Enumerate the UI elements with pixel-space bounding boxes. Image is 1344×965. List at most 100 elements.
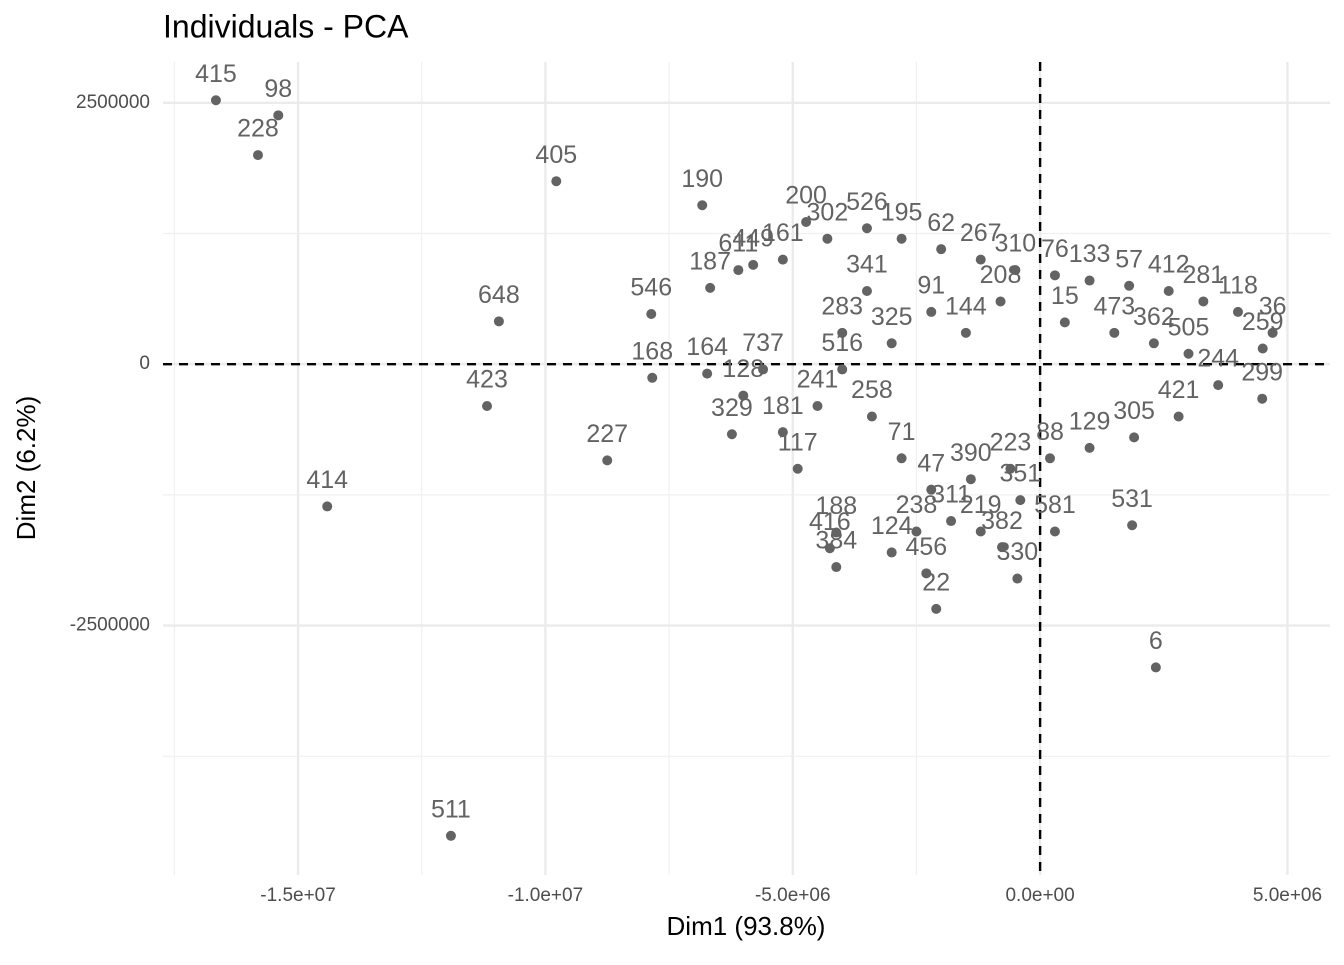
point <box>866 411 877 422</box>
point <box>837 364 848 375</box>
point <box>965 474 976 485</box>
point-label: 181 <box>762 392 804 420</box>
point <box>975 526 986 537</box>
point-label: 57 <box>1115 245 1143 273</box>
point <box>931 603 942 614</box>
point <box>322 501 333 512</box>
point-label: 190 <box>681 165 723 193</box>
point <box>758 364 769 375</box>
point-label: 128 <box>722 355 764 383</box>
point-label: 228 <box>237 115 279 143</box>
point <box>926 484 937 495</box>
point-label: 302 <box>807 198 849 226</box>
point-label: 188 <box>815 492 857 520</box>
point-label: 546 <box>630 274 672 302</box>
point-label: 325 <box>871 303 913 331</box>
chart-title: Individuals - PCA <box>163 8 409 44</box>
point <box>1010 265 1021 276</box>
point-label: 405 <box>535 141 577 169</box>
point-label: 47 <box>917 449 945 477</box>
x-tick-label: -1.0e+07 <box>508 885 584 906</box>
point-label: 382 <box>981 507 1023 535</box>
point <box>726 429 737 440</box>
point <box>1015 495 1026 506</box>
point <box>995 296 1006 307</box>
point <box>886 338 897 349</box>
point <box>861 223 872 234</box>
point <box>646 309 657 320</box>
point-label: 456 <box>905 533 947 561</box>
point <box>1012 573 1023 584</box>
y-tick-label: -2500000 <box>70 615 150 636</box>
point-label: 187 <box>689 247 731 275</box>
point <box>705 282 716 293</box>
point <box>911 526 922 537</box>
point-label: 351 <box>999 460 1041 488</box>
point-label: 98 <box>264 75 292 103</box>
point <box>1129 432 1140 443</box>
point-label: 133 <box>1069 240 1111 268</box>
point <box>1109 327 1120 338</box>
point <box>1150 662 1161 673</box>
point-label: 421 <box>1158 376 1200 404</box>
point <box>946 516 957 527</box>
point-label: 526 <box>846 188 888 216</box>
y-tick-label: 2500000 <box>76 92 150 113</box>
point <box>1257 343 1268 354</box>
point-label: 516 <box>821 329 863 357</box>
point <box>801 216 812 227</box>
point <box>792 463 803 474</box>
point-label: 384 <box>815 527 857 555</box>
point <box>896 233 907 244</box>
point <box>1198 296 1209 307</box>
point <box>1127 520 1138 531</box>
point <box>997 542 1008 553</box>
point-label: 414 <box>306 466 348 494</box>
point-label: 195 <box>881 198 923 226</box>
point-label: 415 <box>195 60 237 88</box>
point-label: 6 <box>1149 627 1163 655</box>
point-label: 219 <box>960 491 1002 519</box>
point-label: 129 <box>1069 407 1111 435</box>
point <box>702 368 713 379</box>
point <box>1044 453 1055 464</box>
x-axis-title: Dim1 (93.8%) <box>667 911 826 941</box>
point-label: 341 <box>846 251 888 279</box>
point <box>975 254 986 265</box>
point <box>831 562 842 573</box>
point-label: 473 <box>1093 292 1135 320</box>
point-label: 531 <box>1111 485 1153 513</box>
point-label: 416 <box>809 508 851 536</box>
point <box>602 455 613 466</box>
point-label: 283 <box>821 292 863 320</box>
point <box>252 150 263 161</box>
x-tick-label: -5.0e+06 <box>755 885 831 906</box>
point-label: 91 <box>917 272 945 300</box>
point <box>210 95 221 106</box>
point <box>777 254 788 265</box>
x-tick-label: 5.0e+06 <box>1253 885 1322 906</box>
x-tick-label: 0.0e+00 <box>1005 885 1074 906</box>
y-tick-label: 0 <box>139 353 150 374</box>
point <box>886 547 897 558</box>
point <box>445 830 456 841</box>
point <box>1257 393 1268 404</box>
point <box>812 401 823 412</box>
point-label: 164 <box>686 333 728 361</box>
y-axis-title: Dim2 (6.2%) <box>11 396 41 540</box>
point-label: 311 <box>931 481 971 509</box>
point-label: 62 <box>927 209 955 237</box>
point-label: 76 <box>1041 235 1069 263</box>
point-label: 423 <box>466 366 508 394</box>
point <box>1148 338 1159 349</box>
point <box>1124 280 1135 291</box>
point <box>1183 348 1194 359</box>
point <box>960 327 971 338</box>
point <box>482 401 493 412</box>
point-label: 581 <box>1034 491 1076 519</box>
point-label: 648 <box>478 281 520 309</box>
point <box>936 244 947 255</box>
point-label: 281 <box>1182 261 1224 289</box>
point <box>831 527 842 538</box>
